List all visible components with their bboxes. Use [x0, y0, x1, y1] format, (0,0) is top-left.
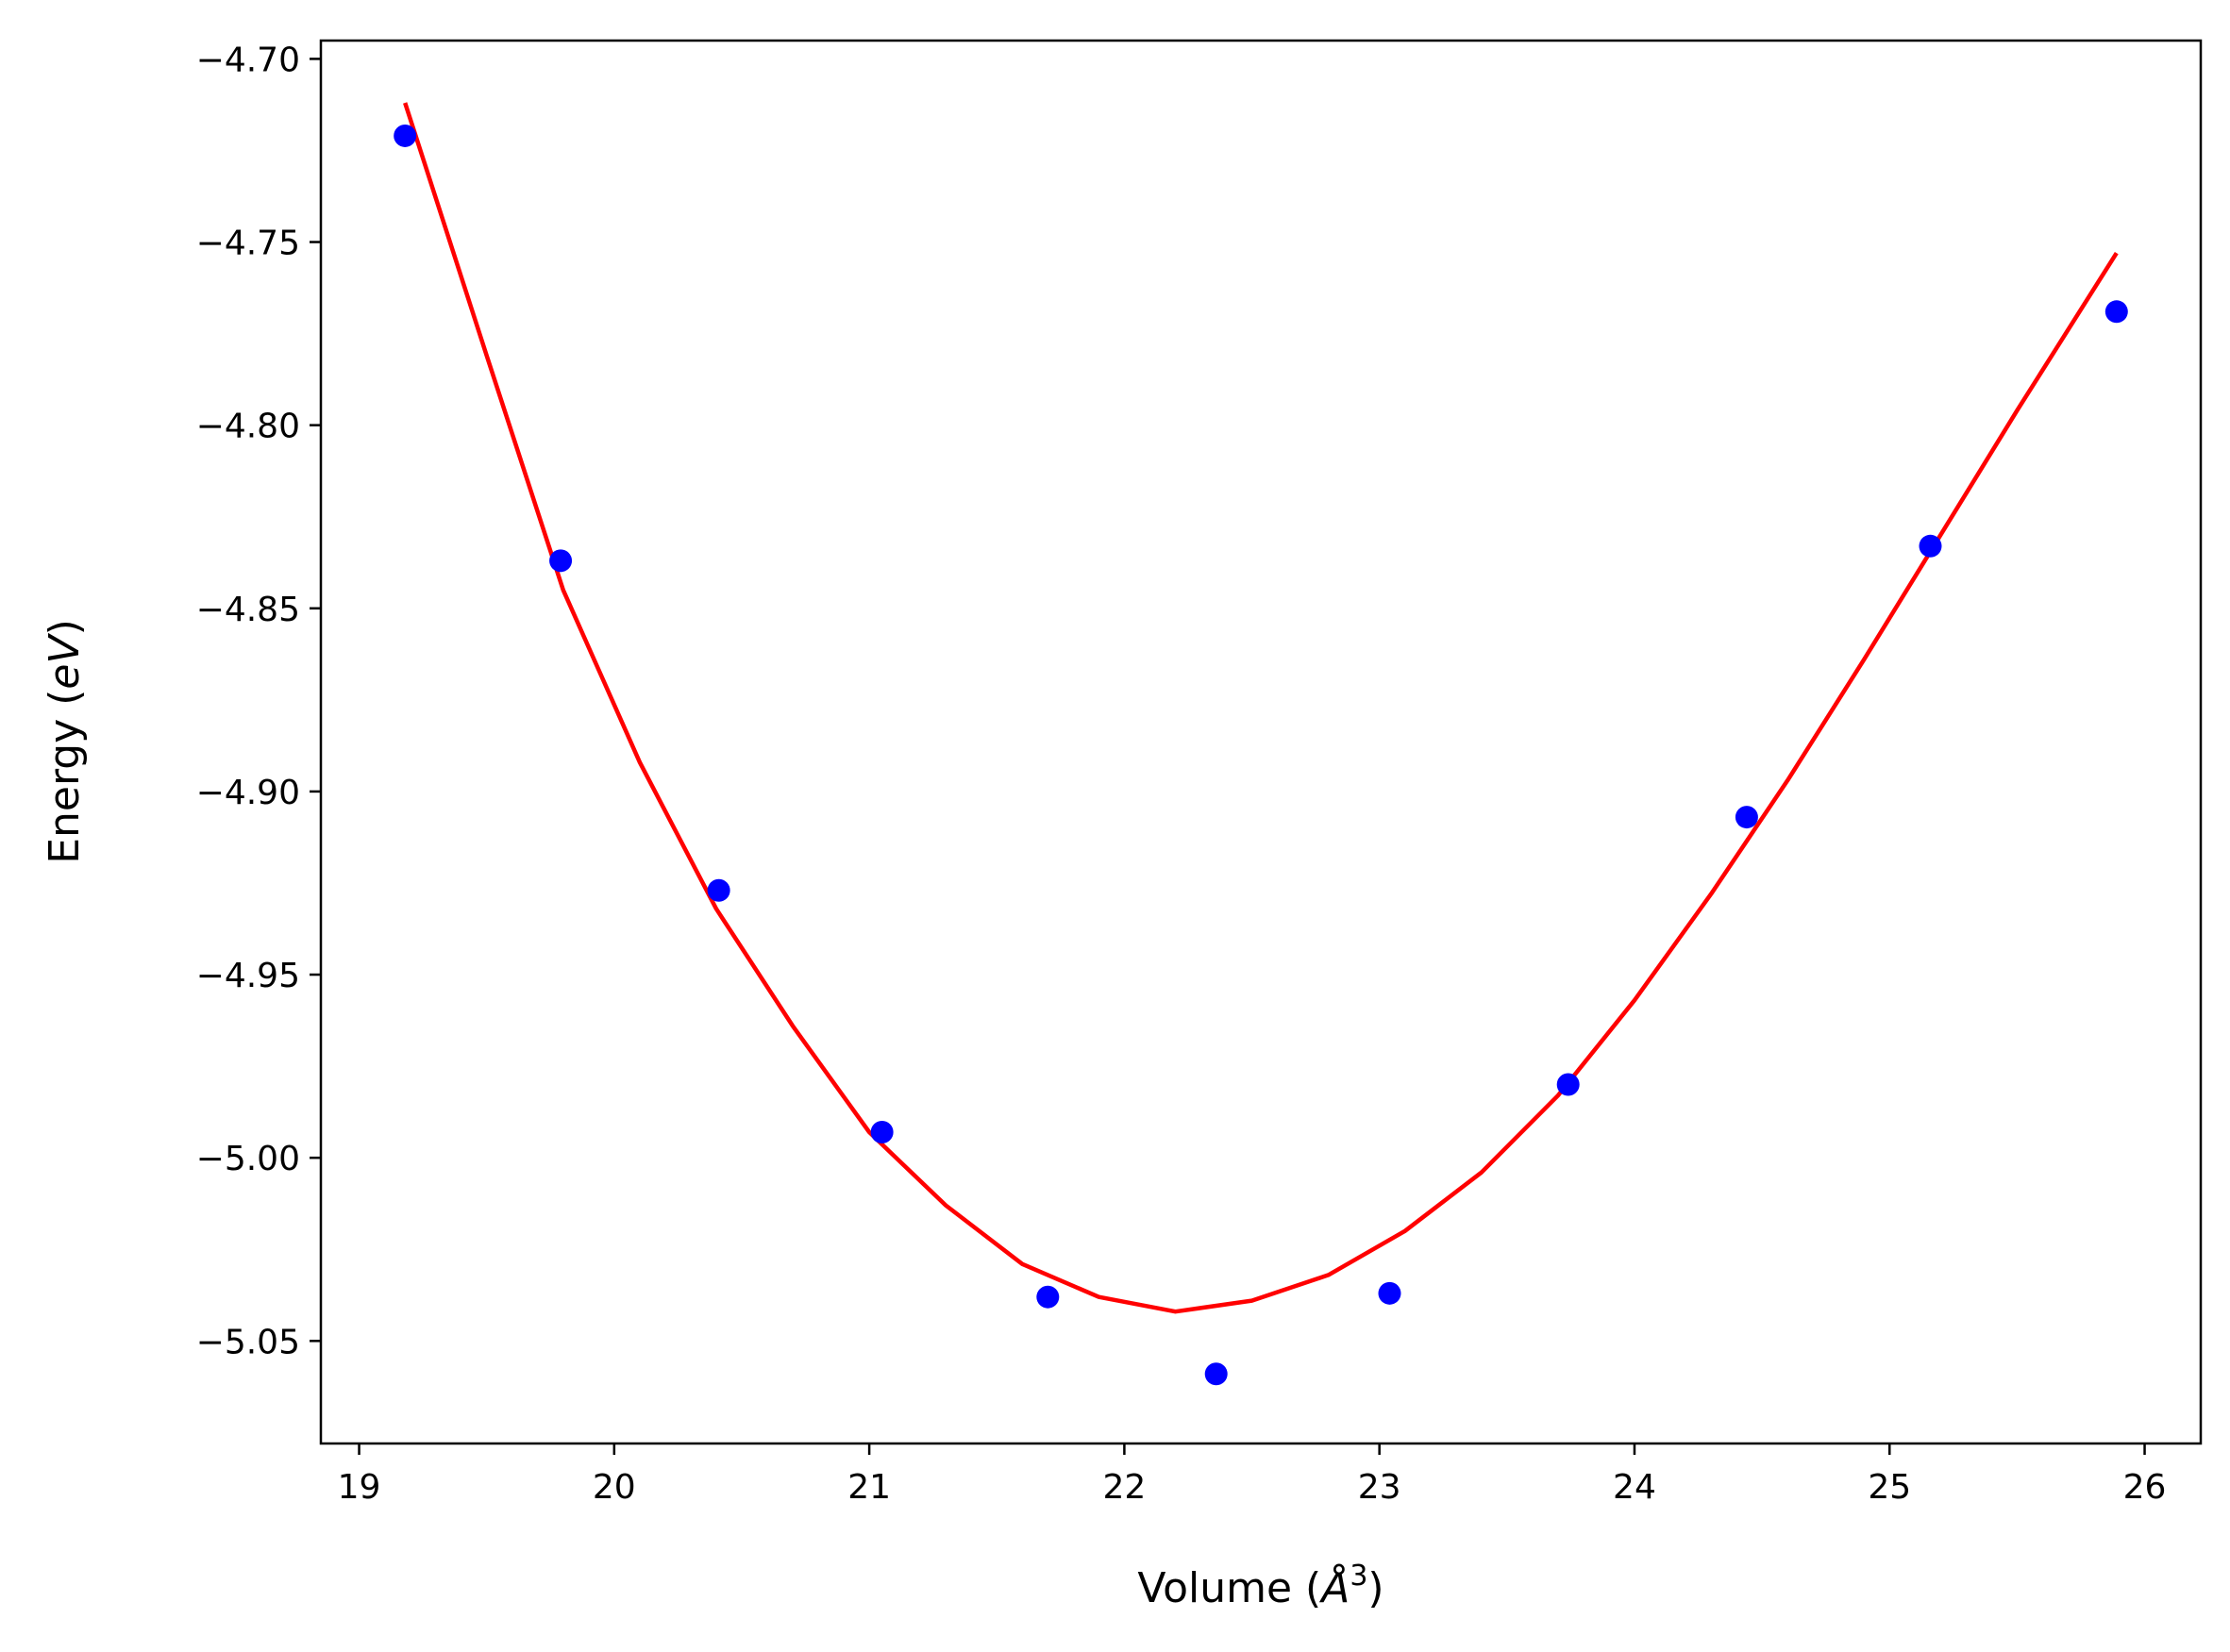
data-point: [870, 1120, 894, 1143]
x-tick-label: 24: [1613, 1468, 1656, 1507]
y-tick-label: −5.05: [196, 1323, 300, 1361]
y-axis-label: Energy (eV): [41, 619, 89, 864]
y-tick-label: −5.00: [196, 1140, 300, 1178]
data-point: [707, 878, 730, 902]
x-axis-label: Volume (Å3): [1137, 1560, 1383, 1612]
data-point: [2104, 300, 2128, 324]
series-layer: [394, 102, 2128, 1386]
data-point: [1919, 534, 1942, 558]
x-tick-label: 20: [593, 1468, 636, 1507]
x-axis: 19 20 21 22 23 24 25 26: [338, 1443, 2167, 1507]
data-point: [1036, 1285, 1060, 1309]
y-tick-label: −4.95: [196, 957, 300, 995]
data-point: [394, 124, 417, 147]
y-tick-label: −4.85: [196, 591, 300, 629]
plot-area: [319, 39, 2203, 1445]
y-tick-label: −4.70: [196, 41, 300, 79]
data-point: [1556, 1073, 1580, 1096]
x-tick-label: 19: [338, 1468, 381, 1507]
x-tick-label: 22: [1102, 1468, 1146, 1507]
data-point: [1204, 1362, 1228, 1386]
y-tick-label: −4.75: [196, 225, 300, 263]
data-point: [1378, 1281, 1401, 1305]
x-tick-label: 23: [1358, 1468, 1401, 1507]
x-tick-label: 25: [1868, 1468, 1911, 1507]
x-tick-label: 21: [847, 1468, 891, 1507]
y-axis: −4.70 −4.75 −4.80 −4.85 −4.90 −4.95 −5.00 −5.05: [196, 41, 321, 1361]
y-tick-label: −4.90: [196, 774, 300, 812]
data-point: [1735, 806, 1758, 829]
fit-line: [403, 102, 2119, 1314]
x-tick-label: 26: [2123, 1468, 2167, 1507]
data-point: [549, 549, 573, 573]
y-tick-label: −4.80: [196, 408, 300, 446]
